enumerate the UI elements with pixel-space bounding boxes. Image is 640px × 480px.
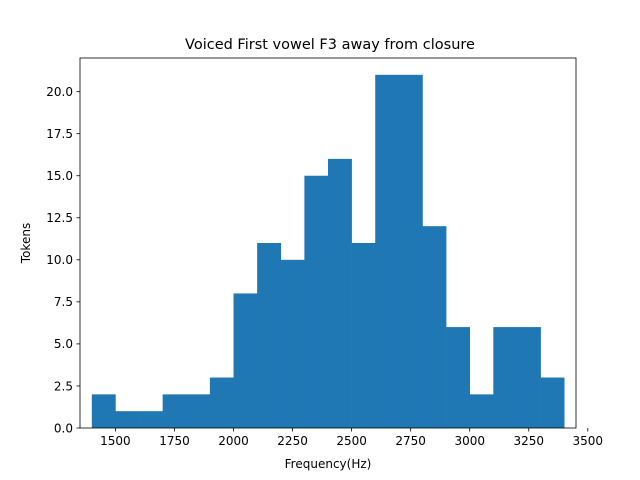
histogram-bar — [540, 377, 565, 428]
y-axis-ticks: 0.0 2.5 5.0 7.5 10.0 12.5 15.0 17.5 20.0 — [46, 85, 80, 435]
y-tick-label: 5.0 — [54, 337, 73, 351]
histogram-bar — [233, 293, 258, 428]
x-tick-label: 2750 — [395, 434, 426, 448]
x-tick-label: 2250 — [277, 434, 308, 448]
x-tick-label: 3250 — [513, 434, 544, 448]
y-tick-label: 7.5 — [54, 295, 73, 309]
x-tick-label: 1750 — [159, 434, 190, 448]
histogram-bar — [375, 74, 400, 429]
histogram-bar — [351, 243, 376, 428]
histogram-bar — [516, 327, 541, 428]
y-tick-label: 2.5 — [54, 379, 73, 393]
x-tick-label: 1500 — [100, 434, 131, 448]
histogram-bar — [328, 158, 352, 428]
y-tick-label: 12.5 — [46, 211, 73, 225]
plot-frame — [79, 57, 577, 429]
chart-title: Voiced First vowel F3 away from closure — [185, 37, 475, 53]
histogram-bar — [493, 327, 518, 428]
bars-group — [91, 74, 565, 429]
x-tick-label: 3000 — [454, 434, 485, 448]
y-tick-label: 0.0 — [54, 421, 73, 435]
x-axis-ticks: 1500 1750 2000 2250 2500 2750 3000 3250 3500 — [100, 428, 603, 448]
y-axis-label: Tokens — [19, 223, 33, 264]
y-tick-label: 15.0 — [46, 169, 73, 183]
histogram-bar — [469, 394, 494, 428]
histogram-bar — [139, 411, 163, 428]
histogram-bar — [304, 175, 329, 428]
x-tick-label: 3500 — [573, 434, 604, 448]
histogram-bar — [91, 394, 116, 428]
histogram-bar — [162, 394, 187, 428]
y-tick-label: 20.0 — [46, 85, 73, 99]
x-tick-label: 2500 — [336, 434, 367, 448]
histogram-bar — [398, 74, 423, 429]
histogram-bar — [257, 243, 282, 428]
y-tick-label: 10.0 — [46, 253, 73, 267]
histogram-bar — [115, 411, 140, 428]
histogram-bar — [209, 377, 234, 428]
histogram-bar — [280, 259, 305, 428]
x-tick-label: 2000 — [218, 434, 249, 448]
histogram-bar — [186, 394, 211, 428]
x-axis-label: Frequency(Hz) — [285, 457, 372, 471]
y-tick-label: 17.5 — [46, 127, 73, 141]
histogram-bar — [446, 327, 471, 428]
histogram-bar — [422, 226, 447, 428]
